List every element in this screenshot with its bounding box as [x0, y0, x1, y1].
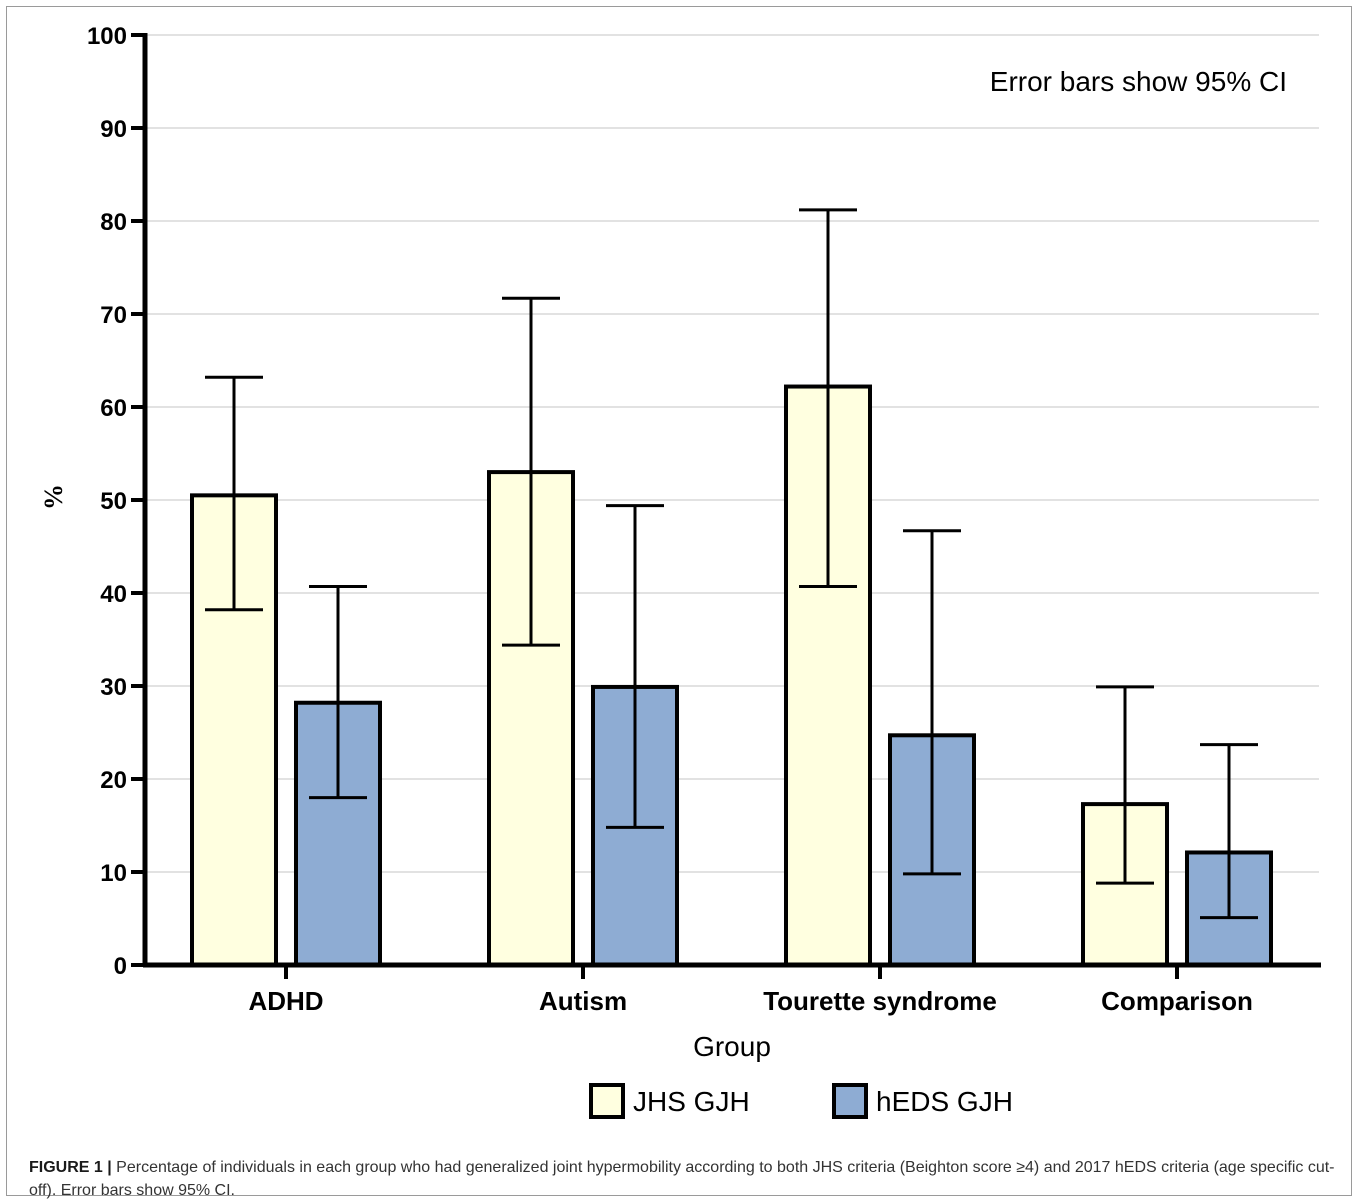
error-bar-heds-gjh-tourette-syndrome	[903, 529, 961, 876]
x-tick-label-comparison: Comparison	[1101, 986, 1253, 1016]
y-tick-label-60: 60	[100, 395, 127, 422]
x-axis-title: Group	[693, 1031, 771, 1062]
figure-frame: 0 10 20 30 40 50 60 70 80 90 100 ADHD Autism Tourette…	[6, 6, 1352, 1199]
error-bar-heds-gjh-autism	[606, 504, 664, 829]
y-axis-title: %	[39, 484, 68, 510]
y-tick-label-90: 90	[100, 116, 127, 143]
y-tick-label-0: 0	[114, 953, 127, 980]
x-tick-label-adhd: ADHD	[248, 986, 323, 1016]
x-tick-label-tourette-syndrome: Tourette syndrome	[763, 986, 997, 1016]
legend-swatch-heds-gjh	[832, 1083, 868, 1119]
figure-caption: FIGURE 1 | Percentage of individuals in …	[29, 1156, 1339, 1202]
legend-label-heds-gjh: hEDS GJH	[876, 1086, 1013, 1117]
ci-annotation: Error bars show 95% CI	[990, 66, 1287, 97]
y-tick-label-70: 70	[100, 302, 127, 329]
legend: JHS GJH hEDS GJH	[589, 1083, 1013, 1119]
error-bar-heds-gjh-comparison	[1200, 743, 1258, 920]
legend-label-jhs-gjh: JHS GJH	[633, 1086, 750, 1117]
y-tick-label-40: 40	[100, 581, 127, 608]
y-tick-label-20: 20	[100, 767, 127, 794]
bars	[190, 208, 1273, 968]
error-bar-jhs-gjh-tourette-syndrome	[799, 208, 857, 588]
labels: 0 10 20 30 40 50 60 70 80 90 100 ADHD Autism Tourette…	[87, 23, 1253, 1016]
error-bar-jhs-gjh-autism	[502, 296, 560, 647]
y-tick-label-80: 80	[100, 209, 127, 236]
bar-chart: 0 10 20 30 40 50 60 70 80 90 100 ADHD Autism Tourette…	[39, 23, 1321, 1119]
y-tick-label-10: 10	[100, 860, 127, 887]
y-tick-label-30: 30	[100, 674, 127, 701]
caption-text: Percentage of individuals in each group …	[29, 1159, 1335, 1199]
legend-swatch-jhs-gjh	[589, 1083, 625, 1119]
x-tick-label-autism: Autism	[539, 986, 627, 1016]
error-bar-heds-gjh-adhd	[309, 584, 367, 800]
error-bar-jhs-gjh-comparison	[1096, 685, 1154, 885]
error-bar-jhs-gjh-adhd	[205, 375, 263, 612]
y-tick-label-50: 50	[100, 488, 127, 515]
y-tick-label-100: 100	[87, 23, 127, 50]
caption-label: FIGURE 1 |	[29, 1159, 112, 1176]
axes	[131, 33, 1321, 979]
